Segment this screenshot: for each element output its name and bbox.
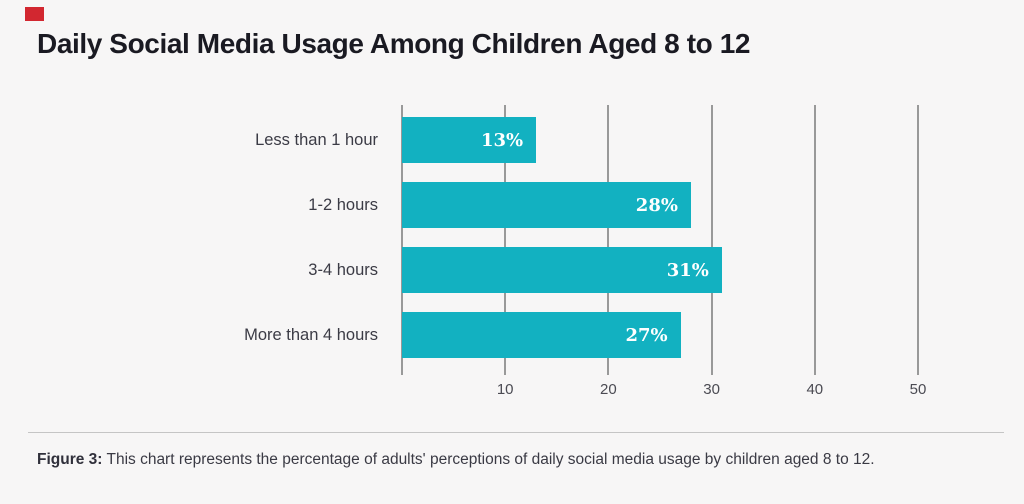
figure-caption-text: This chart represents the percentage of …	[102, 451, 875, 468]
bar-value-label: 13%	[481, 129, 524, 151]
bar: 27%	[402, 312, 681, 358]
bar-value-label: 31%	[666, 259, 709, 281]
x-tick-label: 50	[909, 381, 927, 398]
x-tick-label: 10	[496, 381, 514, 398]
figure-caption: Figure 3: This chart represents the perc…	[37, 450, 987, 470]
bar: 13%	[402, 117, 537, 163]
figure-caption-label: Figure 3:	[37, 451, 103, 468]
x-gridline	[710, 105, 713, 375]
red-corner-mark	[25, 7, 44, 21]
x-tick-label: 20	[600, 381, 617, 398]
bar-row: More than 4 hours 27%	[244, 312, 918, 358]
x-gridline	[813, 105, 816, 375]
bar-row: Less than 1 hour 13%	[255, 117, 918, 163]
caption-divider	[28, 432, 1004, 433]
x-gridline	[607, 105, 610, 375]
x-tick-label: 40	[806, 381, 824, 398]
bar: 28%	[402, 182, 691, 228]
bar-row: 1-2 hours 28%	[308, 182, 918, 228]
category-label: More than 4 hours	[244, 325, 378, 344]
bar-value-label: 28%	[635, 194, 678, 216]
chart-title: Daily Social Media Usage Among Children …	[37, 28, 751, 59]
bar-row: 3-4 hours 31%	[308, 247, 918, 293]
bar: 31%	[402, 247, 722, 293]
x-tick-label: 30	[703, 381, 720, 398]
bar-value-label: 27%	[625, 324, 668, 346]
category-label: Less than 1 hour	[255, 130, 378, 149]
x-gridline	[917, 105, 919, 375]
x-gridline	[504, 105, 507, 375]
x-gridline	[401, 105, 403, 375]
category-label: 3-4 hours	[308, 260, 378, 279]
category-label: 1-2 hours	[308, 195, 378, 214]
plot-area: 10 20 30 40 50 Less than 1 hour 13% 1-2 hours 28…	[244, 105, 926, 398]
